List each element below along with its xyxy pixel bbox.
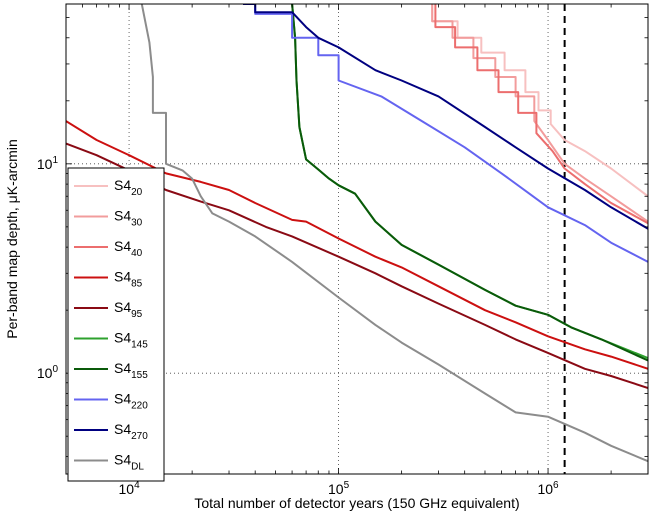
x-axis-label: Total number of detector years (150 GHz … [194, 495, 519, 511]
legend-subscript-dl: DL [131, 462, 144, 473]
y-tick-exp-0: 0 [52, 364, 58, 375]
series-line-30 [431, 4, 648, 223]
legend-subscript-20: 20 [131, 187, 143, 198]
series-lines [66, 4, 648, 463]
legend-subscript-40: 40 [131, 248, 143, 259]
series-line-220 [254, 4, 648, 263]
series-line-40 [434, 4, 648, 225]
x-tick-exp-0: 4 [134, 480, 140, 491]
legend-box [67, 167, 165, 482]
series-line-155 [291, 4, 648, 362]
legend-subscript-145: 145 [131, 340, 148, 351]
legend-subscript-85: 85 [131, 279, 143, 290]
series-line-270 [243, 4, 648, 230]
legend: S420S430S440S485S495S4145S4155S4220S4270… [67, 167, 165, 482]
legend-subscript-95: 95 [131, 309, 143, 320]
legend-subscript-220: 220 [131, 401, 148, 412]
y-tick-exp-1: 1 [52, 155, 58, 166]
plot-frame [65, 3, 649, 475]
x-tick-exp-2: 6 [553, 480, 559, 491]
series-line-20 [431, 4, 648, 198]
legend-subscript-155: 155 [131, 370, 148, 381]
series-line-dl [140, 4, 648, 463]
y-axis-label: Per-band map depth, μK-arcmin [4, 139, 20, 339]
legend-subscript-30: 30 [131, 218, 143, 229]
series-line-85 [66, 120, 648, 370]
x-tick-exp-1: 5 [344, 480, 350, 491]
legend-subscript-270: 270 [131, 431, 148, 442]
